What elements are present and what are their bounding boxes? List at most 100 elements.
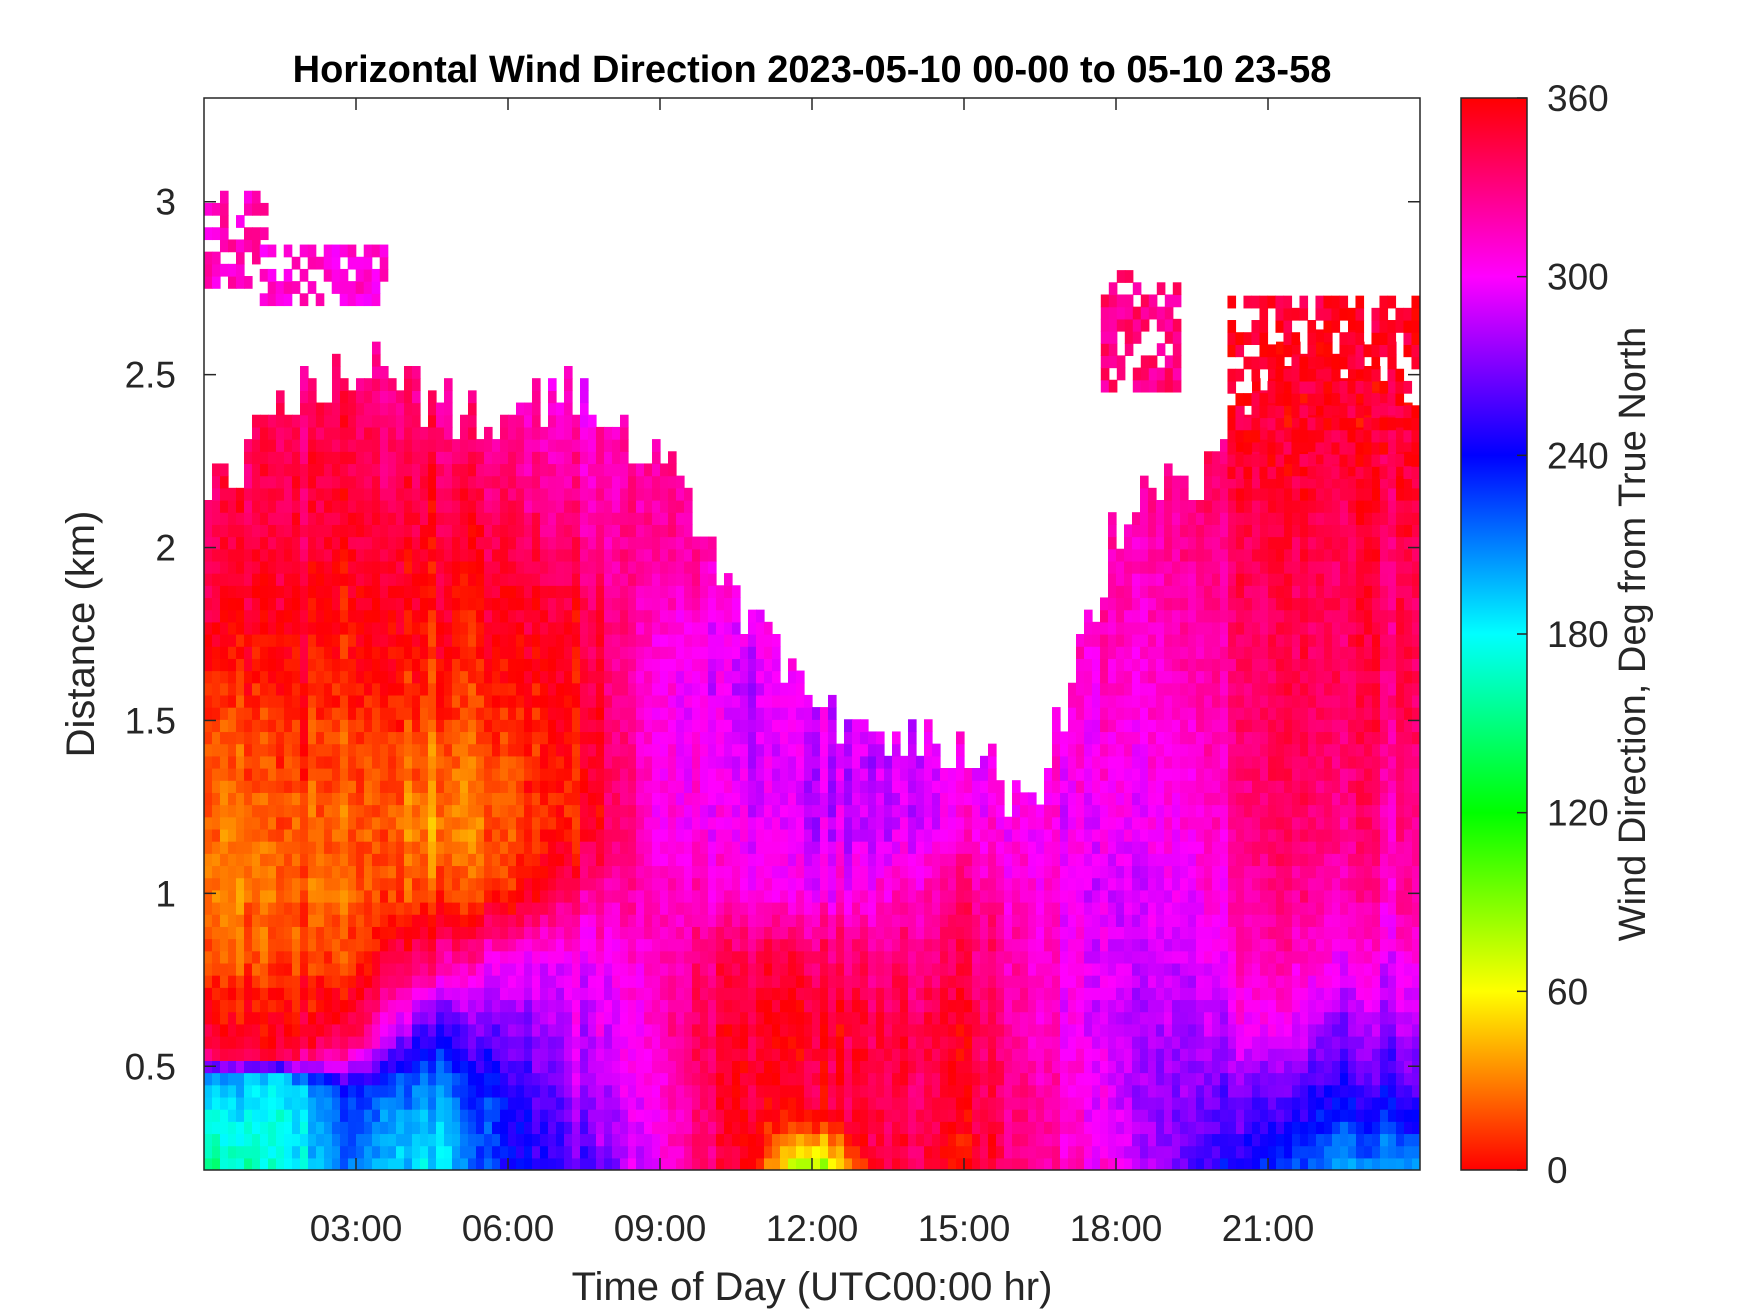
heatmap-cell bbox=[596, 743, 605, 757]
heatmap-cell bbox=[564, 1011, 573, 1025]
heatmap-cell bbox=[468, 536, 477, 550]
heatmap-cell bbox=[268, 1036, 277, 1049]
heatmap-cell bbox=[308, 573, 317, 586]
heatmap-cell bbox=[396, 816, 405, 830]
heatmap-cell bbox=[524, 402, 533, 416]
heatmap-cell bbox=[276, 426, 285, 440]
heatmap-cell bbox=[524, 950, 533, 964]
heatmap-cell bbox=[700, 1060, 709, 1074]
heatmap-cell bbox=[404, 999, 413, 1013]
heatmap-cell bbox=[860, 1157, 869, 1170]
heatmap-cell bbox=[764, 1011, 773, 1025]
heatmap-cell bbox=[620, 719, 629, 733]
heatmap-cell bbox=[380, 1084, 389, 1098]
heatmap-cell bbox=[300, 451, 309, 465]
heatmap-cell bbox=[612, 743, 621, 757]
heatmap-cell bbox=[364, 414, 373, 428]
heatmap-cell bbox=[436, 670, 445, 684]
heatmap-cell bbox=[308, 743, 317, 757]
heatmap-cell bbox=[388, 1133, 397, 1147]
heatmap-cell bbox=[772, 877, 781, 891]
heatmap-cell bbox=[204, 1133, 213, 1147]
heatmap-cell bbox=[596, 987, 605, 1001]
heatmap-cell bbox=[212, 755, 221, 769]
heatmap-cell bbox=[356, 390, 365, 404]
heatmap-cell bbox=[604, 1084, 613, 1098]
heatmap-cell bbox=[756, 828, 765, 842]
heatmap-cell bbox=[380, 402, 389, 416]
heatmap-cell bbox=[324, 646, 333, 659]
heatmap-cell bbox=[332, 658, 341, 672]
heatmap-cell bbox=[572, 560, 581, 574]
heatmap-cell bbox=[268, 841, 277, 854]
heatmap-cell bbox=[204, 585, 213, 599]
heatmap-cell bbox=[284, 902, 293, 915]
heatmap-cell bbox=[276, 694, 285, 708]
heatmap-cell bbox=[412, 524, 421, 538]
heatmap-cell bbox=[284, 694, 293, 708]
heatmap-cell bbox=[628, 548, 637, 562]
heatmap-cell bbox=[428, 853, 437, 867]
heatmap-cell bbox=[212, 950, 221, 964]
heatmap-cell bbox=[516, 1109, 525, 1122]
heatmap-cell bbox=[292, 938, 301, 952]
heatmap-cell bbox=[476, 731, 485, 745]
heatmap-cell bbox=[540, 816, 549, 830]
heatmap-cell bbox=[716, 1072, 725, 1086]
heatmap-cell bbox=[604, 889, 613, 903]
heatmap-cell bbox=[396, 707, 405, 720]
heatmap-cell bbox=[268, 548, 277, 562]
heatmap-cell bbox=[348, 573, 357, 586]
heatmap-cell bbox=[852, 962, 861, 976]
heatmap-cell bbox=[532, 1048, 541, 1061]
heatmap-cell bbox=[532, 938, 541, 952]
heatmap-cell bbox=[868, 865, 877, 879]
heatmap-cell bbox=[652, 634, 661, 647]
heatmap-cell bbox=[252, 792, 261, 806]
heatmap-cell bbox=[252, 548, 261, 562]
heatmap-cell bbox=[628, 1096, 637, 1110]
heatmap-cell bbox=[908, 975, 917, 988]
heatmap-cell bbox=[316, 938, 325, 952]
heatmap-cell bbox=[652, 1133, 661, 1147]
heatmap-cell bbox=[420, 621, 429, 635]
heatmap-cell bbox=[764, 682, 773, 696]
heatmap-cell bbox=[460, 731, 469, 745]
heatmap-cell bbox=[756, 768, 765, 781]
heatmap-cell bbox=[828, 1109, 837, 1122]
heatmap-cell bbox=[668, 451, 677, 465]
heatmap-cell bbox=[468, 768, 477, 781]
heatmap-cell bbox=[708, 634, 717, 647]
heatmap-cell bbox=[644, 682, 653, 696]
heatmap-cell bbox=[684, 1060, 693, 1074]
heatmap-cell bbox=[412, 926, 421, 940]
heatmap-cell bbox=[468, 426, 477, 440]
heatmap-cell bbox=[332, 816, 341, 830]
heatmap-cell bbox=[628, 962, 637, 976]
heatmap-cell bbox=[804, 707, 813, 720]
heatmap-cell bbox=[212, 609, 221, 623]
heatmap-cell bbox=[612, 865, 621, 879]
heatmap-cell bbox=[412, 950, 421, 964]
heatmap-cell bbox=[508, 694, 517, 708]
heatmap-cell bbox=[684, 804, 693, 818]
heatmap-cell bbox=[404, 1036, 413, 1049]
heatmap-cell bbox=[796, 707, 805, 720]
heatmap-cell bbox=[388, 902, 397, 915]
heatmap-cell bbox=[700, 536, 709, 550]
heatmap-cell bbox=[332, 987, 341, 1001]
heatmap-cell bbox=[252, 1109, 261, 1122]
heatmap-cell bbox=[348, 914, 357, 927]
heatmap-cell bbox=[844, 731, 853, 745]
heatmap-cell bbox=[588, 609, 597, 623]
heatmap-cell bbox=[764, 889, 773, 903]
heatmap-cell bbox=[660, 524, 669, 538]
heatmap-cell bbox=[636, 1060, 645, 1074]
heatmap-cell bbox=[300, 719, 309, 733]
heatmap-cell bbox=[252, 585, 261, 599]
heatmap-cell bbox=[564, 707, 573, 720]
heatmap-cell bbox=[532, 414, 541, 428]
heatmap-cell bbox=[908, 1145, 917, 1159]
heatmap-cell bbox=[476, 962, 485, 976]
heatmap-cell bbox=[652, 804, 661, 818]
